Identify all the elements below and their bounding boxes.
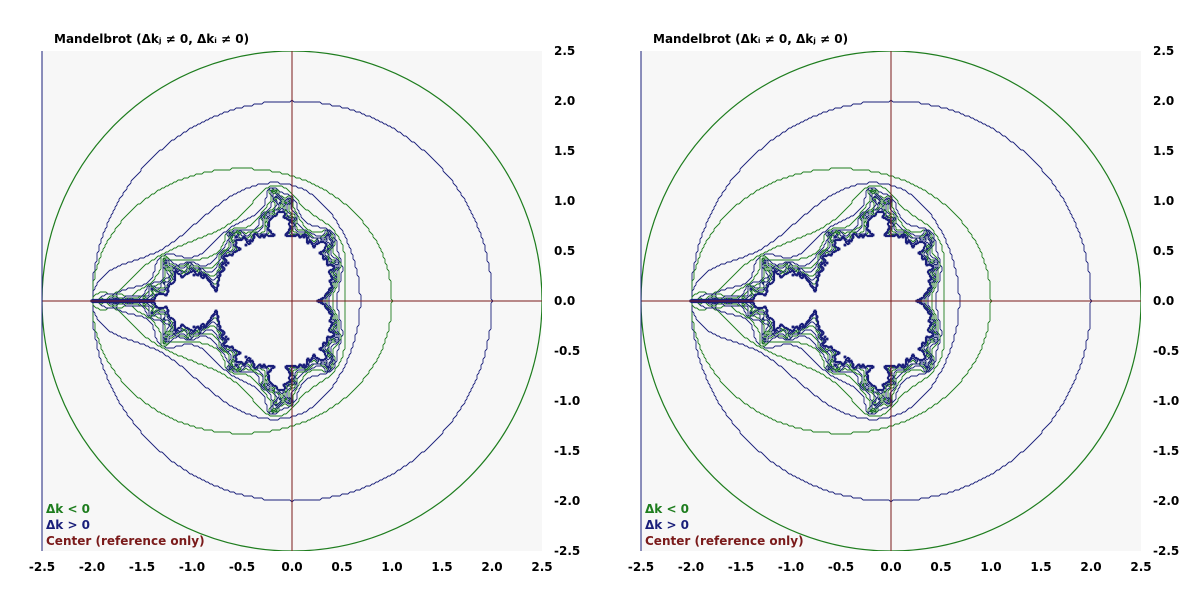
y-tick-label: 2.5 xyxy=(1153,44,1174,58)
y-tick-label: 2.0 xyxy=(554,94,575,108)
x-tick-label: -0.5 xyxy=(229,560,255,574)
x-tick-label: -1.0 xyxy=(778,560,804,574)
y-tick-label: 2.0 xyxy=(1153,94,1174,108)
y-tick-label: 2.5 xyxy=(554,44,575,58)
y-tick-label: 0.5 xyxy=(1153,244,1174,258)
escape-contour-3 xyxy=(689,167,993,435)
x-tick-label: 1.0 xyxy=(980,560,1001,574)
chart-title: Mandelbrot (Δkⱼ ≠ 0, Δkᵢ ≠ 0) xyxy=(54,32,249,46)
escape-contour-4 xyxy=(90,181,362,421)
x-tick-label: 2.0 xyxy=(481,560,502,574)
y-tick-label: -2.5 xyxy=(554,544,580,558)
legend-entry: Center (reference only) xyxy=(46,534,205,548)
chart-panel-1: Mandelbrot (Δkⱼ ≠ 0, Δkᵢ ≠ 0) 2.5 2.0 1.5 1.… xyxy=(29,32,580,574)
x-tick-label: 2.5 xyxy=(1130,560,1151,574)
x-tick-label: 1.5 xyxy=(431,560,452,574)
x-tick-label: 0.5 xyxy=(331,560,352,574)
x-tick-label: -1.0 xyxy=(179,560,205,574)
y-tick-label: -1.5 xyxy=(554,444,580,458)
x-tick-label: -1.5 xyxy=(129,560,155,574)
y-tick-label: -0.5 xyxy=(1153,344,1179,358)
x-tick-label: 1.5 xyxy=(1030,560,1051,574)
y-tick-label: 1.5 xyxy=(1153,144,1174,158)
x-tick-label: 0.5 xyxy=(930,560,951,574)
x-tick-label: 2.5 xyxy=(531,560,552,574)
legend-entry: Δk < 0 xyxy=(645,502,689,516)
y-tick-label: 0.0 xyxy=(554,294,575,308)
x-tick-label: 0.0 xyxy=(880,560,901,574)
x-tick-label: -2.5 xyxy=(628,560,654,574)
y-tick-label: -1.5 xyxy=(1153,444,1179,458)
y-tick-label: 1.5 xyxy=(554,144,575,158)
escape-contour-4 xyxy=(689,181,961,421)
legend-entry: Δk < 0 xyxy=(46,502,90,516)
x-tick-label: -2.0 xyxy=(79,560,105,574)
y-tick-label: 1.0 xyxy=(554,194,575,208)
escape-contour-5 xyxy=(689,185,945,417)
escape-contour-5 xyxy=(90,185,346,417)
legend-entry: Δk > 0 xyxy=(46,518,90,532)
x-tick-label: 2.0 xyxy=(1080,560,1101,574)
plot-content xyxy=(42,51,542,551)
y-tick-label: -1.0 xyxy=(554,394,580,408)
y-tick-label: -0.5 xyxy=(554,344,580,358)
legend-entry: Δk > 0 xyxy=(645,518,689,532)
y-tick-label: -2.0 xyxy=(554,494,580,508)
x-tick-label: -2.0 xyxy=(678,560,704,574)
y-tick-label: -1.0 xyxy=(1153,394,1179,408)
x-tick-label: -0.5 xyxy=(828,560,854,574)
y-tick-label: 1.0 xyxy=(1153,194,1174,208)
plot-content xyxy=(641,51,1141,551)
y-tick-label: 0.5 xyxy=(554,244,575,258)
x-tick-label: -1.5 xyxy=(728,560,754,574)
y-tick-label: 0.0 xyxy=(1153,294,1174,308)
x-tick-label: 1.0 xyxy=(381,560,402,574)
legend-entry: Center (reference only) xyxy=(645,534,804,548)
x-tick-label: 0.0 xyxy=(281,560,302,574)
chart-title: Mandelbrot (Δkᵢ ≠ 0, Δkⱼ ≠ 0) xyxy=(653,32,848,46)
escape-contour-3 xyxy=(90,167,394,435)
x-tick-label: -2.5 xyxy=(29,560,55,574)
y-tick-label: -2.5 xyxy=(1153,544,1179,558)
chart-panel-2: Mandelbrot (Δkᵢ ≠ 0, Δkⱼ ≠ 0) 2.5 2.0 1.5 1.… xyxy=(628,32,1179,574)
y-tick-label: -2.0 xyxy=(1153,494,1179,508)
